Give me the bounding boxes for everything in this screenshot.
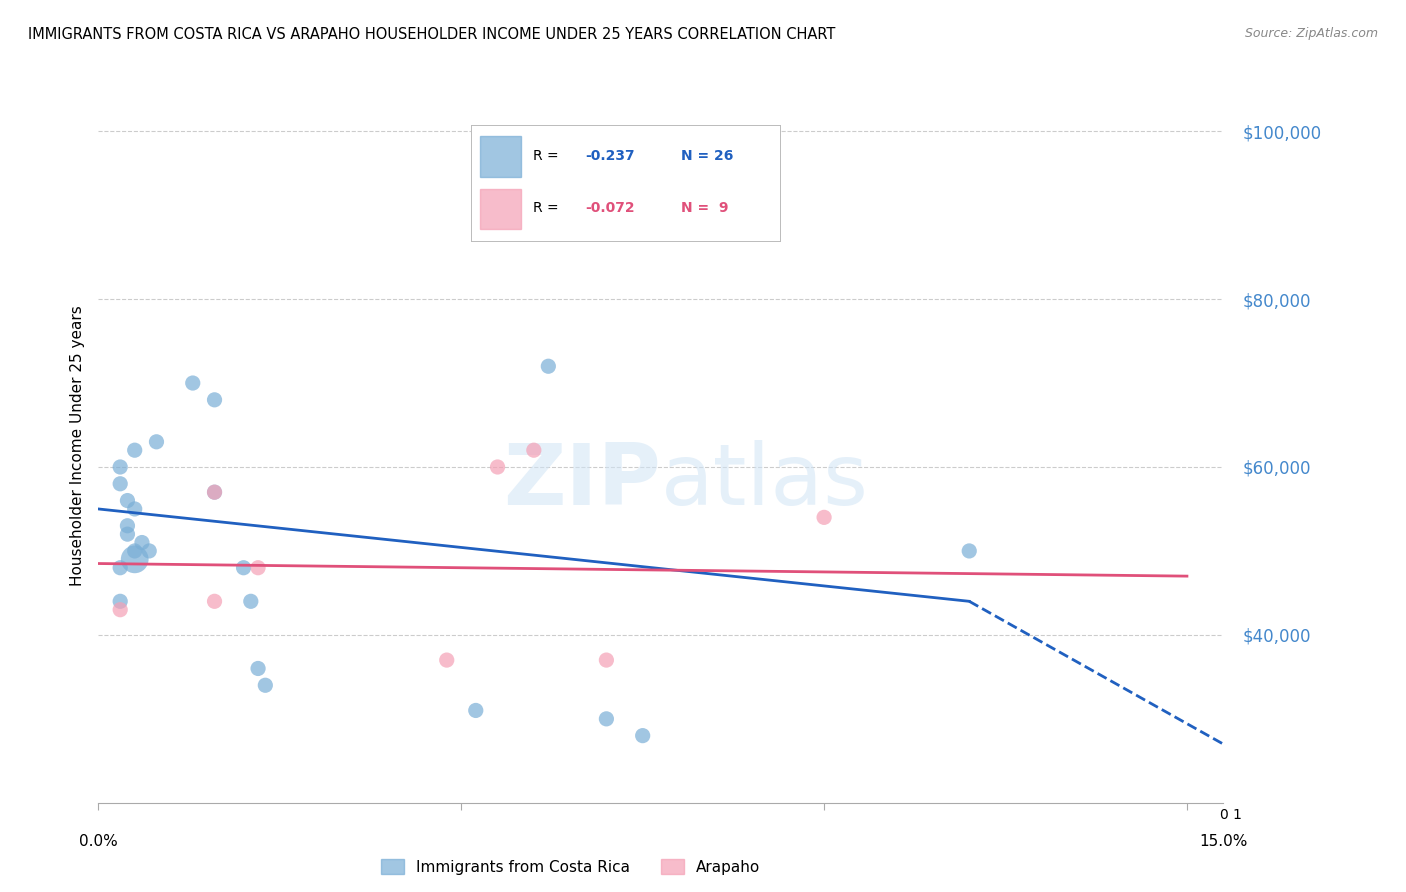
Text: 0.0%: 0.0% (79, 834, 118, 849)
Point (595, 712, 617, 726)
Point (124, 544, 146, 558)
Point (108, 476, 131, 491)
Point (232, 560, 254, 574)
Text: IMMIGRANTS FROM COSTA RICA VS ARAPAHO HOUSEHOLDER INCOME UNDER 25 YEARS CORRELAT: IMMIGRANTS FROM COSTA RICA VS ARAPAHO HO… (28, 27, 835, 42)
Bar (481, 136, 520, 177)
Point (108, 560, 131, 574)
Y-axis label: Householder Income Under 25 years: Householder Income Under 25 years (69, 306, 84, 586)
Point (204, 485, 226, 500)
Text: ZIP: ZIP (503, 440, 661, 524)
Point (131, 535, 153, 549)
Legend: Immigrants from Costa Rica, Arapaho: Immigrants from Costa Rica, Arapaho (375, 853, 766, 880)
Point (957, 544, 980, 558)
Point (181, 376, 204, 390)
Text: R =: R = (533, 149, 562, 163)
Text: N =  9: N = 9 (682, 202, 728, 215)
Bar (481, 189, 520, 229)
Point (247, 560, 270, 574)
Point (117, 527, 139, 541)
Point (124, 502, 146, 516)
Point (124, 552, 146, 566)
Text: N = 26: N = 26 (682, 149, 734, 163)
Point (631, 729, 654, 743)
Point (239, 594, 262, 608)
Point (117, 518, 139, 533)
Point (204, 485, 226, 500)
Text: R =: R = (533, 202, 562, 215)
Point (138, 544, 160, 558)
Point (108, 603, 131, 617)
Text: Source: ZipAtlas.com: Source: ZipAtlas.com (1244, 27, 1378, 40)
Point (523, 443, 546, 458)
Point (436, 653, 458, 667)
Point (124, 443, 146, 458)
Point (486, 460, 509, 475)
Point (595, 653, 617, 667)
Point (247, 661, 270, 675)
Point (204, 392, 226, 407)
Point (813, 510, 835, 524)
Point (117, 493, 139, 508)
Point (537, 359, 560, 374)
Text: -0.072: -0.072 (585, 202, 636, 215)
Point (254, 678, 277, 692)
Point (108, 594, 131, 608)
Text: -0.237: -0.237 (585, 149, 636, 163)
Text: 15.0%: 15.0% (1199, 834, 1247, 849)
Text: atlas: atlas (661, 440, 869, 524)
Point (145, 434, 167, 449)
Point (464, 703, 486, 717)
Point (204, 594, 226, 608)
Point (108, 460, 131, 475)
